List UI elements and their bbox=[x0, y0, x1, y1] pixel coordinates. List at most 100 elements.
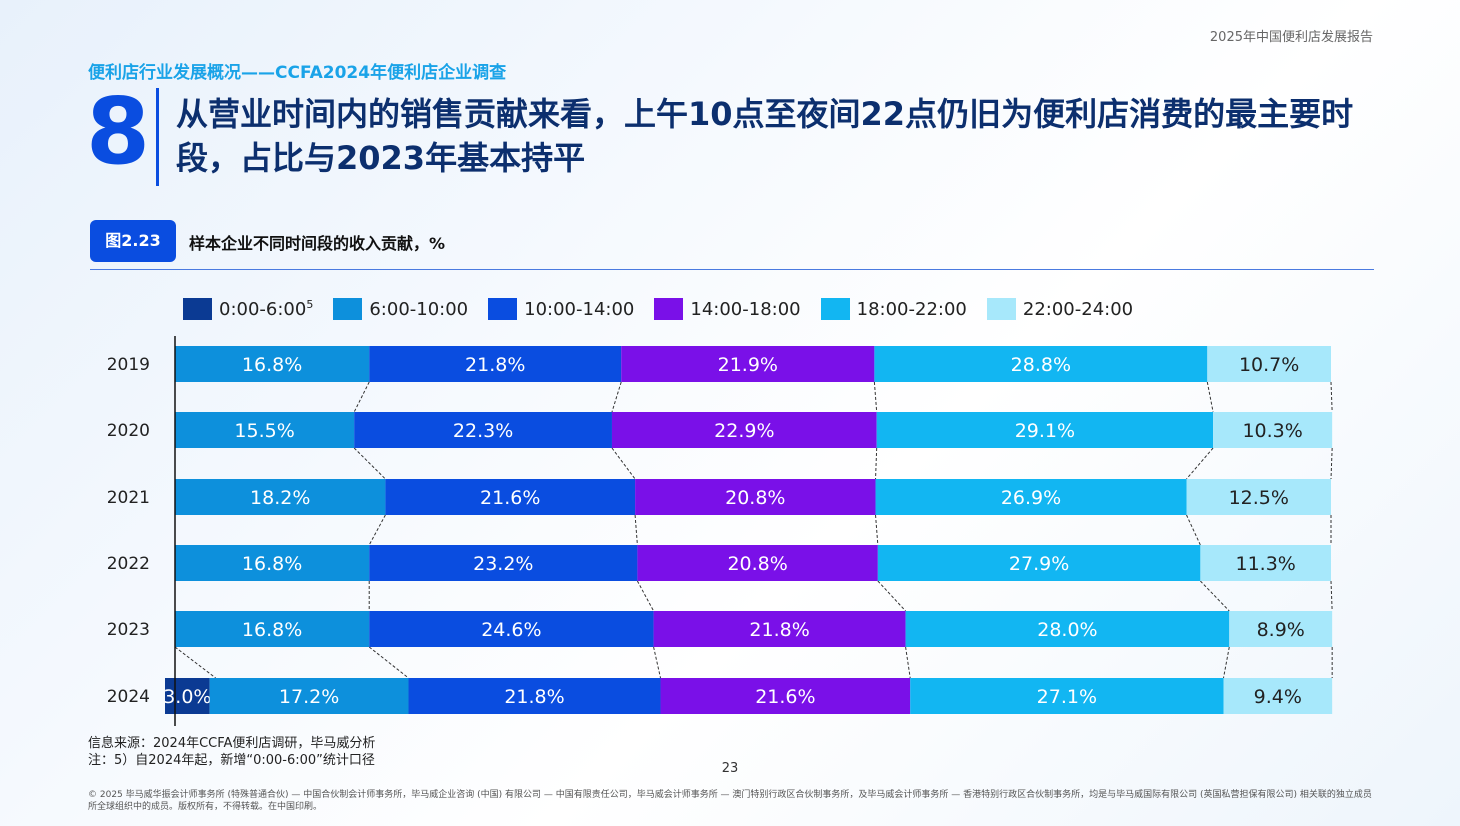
connector-line bbox=[875, 447, 878, 480]
bar-segment bbox=[175, 479, 386, 515]
data-label: 10.3% bbox=[1242, 420, 1302, 442]
bar-segment bbox=[1200, 545, 1331, 581]
data-label: 21.8% bbox=[504, 686, 564, 708]
data-label: 26.9% bbox=[1001, 487, 1061, 509]
data-label: 21.8% bbox=[465, 354, 525, 376]
data-label: 28.8% bbox=[1011, 354, 1071, 376]
data-label: 22.9% bbox=[714, 420, 774, 442]
bar-segment bbox=[354, 412, 612, 448]
connector-line bbox=[634, 514, 638, 546]
connector-line bbox=[905, 646, 911, 679]
bar-segment bbox=[1207, 346, 1331, 382]
bar-segment bbox=[369, 611, 654, 647]
data-label: 15.5% bbox=[234, 420, 294, 442]
legend-label: 18:00-22:00 bbox=[856, 298, 967, 320]
category-label: 2024 bbox=[107, 687, 150, 707]
bar-segment bbox=[635, 479, 876, 515]
data-label: 16.8% bbox=[242, 553, 302, 575]
page-title: 从营业时间内的销售贡献来看，上午10点至夜间22点仍旧为便利店消费的最主要时段，… bbox=[176, 95, 1354, 177]
bar-segment bbox=[1229, 611, 1333, 647]
source-text: 信息来源：2024年CCFA便利店调研，毕马威分析 bbox=[88, 736, 376, 751]
legend-swatch bbox=[488, 298, 518, 320]
data-label: 10.7% bbox=[1239, 354, 1299, 376]
bar-segment bbox=[209, 678, 409, 714]
legend-swatch bbox=[333, 298, 363, 320]
bar-segment bbox=[408, 678, 661, 714]
legend-label: 10:00-14:00 bbox=[524, 298, 635, 320]
connector-line bbox=[611, 447, 636, 480]
bar-segment bbox=[621, 346, 875, 382]
legend-label: 22:00-24:00 bbox=[1022, 298, 1134, 320]
connector-line bbox=[1186, 514, 1201, 546]
connector-line bbox=[368, 646, 409, 679]
category-label: 2023 bbox=[107, 620, 150, 640]
data-label: 21.9% bbox=[718, 354, 778, 376]
data-label: 27.1% bbox=[1037, 686, 1097, 708]
bar-segment bbox=[369, 346, 622, 382]
legend-swatch bbox=[986, 298, 1016, 320]
bar-segment bbox=[660, 678, 911, 714]
connector-line bbox=[611, 381, 622, 413]
bar-segment bbox=[175, 545, 370, 581]
source-note: 信息来源：2024年CCFA便利店调研，毕马威分析 注：5）自2024年起，新增… bbox=[88, 735, 375, 769]
bar-segment bbox=[385, 479, 636, 515]
legend-superscript: 5 bbox=[306, 298, 314, 311]
bar-segment bbox=[875, 479, 1187, 515]
bar-segment bbox=[874, 346, 1208, 382]
legend-swatch bbox=[820, 298, 850, 320]
data-label: 16.8% bbox=[242, 354, 302, 376]
data-label: 11.3% bbox=[1236, 553, 1296, 575]
connector-line bbox=[636, 580, 655, 612]
connector-line bbox=[1330, 447, 1333, 480]
title-accent-bar bbox=[156, 88, 159, 186]
legend-label: 14:00-18:00 bbox=[690, 298, 801, 320]
bar-segment bbox=[175, 412, 355, 448]
bar-segment bbox=[1213, 412, 1333, 448]
data-label: 29.1% bbox=[1015, 420, 1075, 442]
data-label: 18.2% bbox=[250, 487, 310, 509]
figure-badge: 图2.23 bbox=[90, 220, 176, 262]
figure-title: 样本企业不同时间段的收入贡献，% bbox=[189, 234, 446, 253]
legend-item: 10:00-14:00 bbox=[488, 298, 634, 320]
category-label: 2022 bbox=[107, 554, 150, 574]
data-label: 20.8% bbox=[725, 487, 785, 509]
bar-segment bbox=[905, 611, 1230, 647]
data-label: 28.0% bbox=[1037, 619, 1097, 641]
legend-label: 6:00-10:00 bbox=[369, 298, 469, 320]
legend-item: 18:00-22:00 bbox=[820, 298, 967, 320]
data-label: 23.2% bbox=[473, 553, 533, 575]
legend-item: 22:00-24:00 bbox=[986, 298, 1134, 320]
data-label: 8.9% bbox=[1257, 619, 1305, 641]
report-name: 2025年中国便利店发展报告 bbox=[1209, 30, 1373, 45]
legend-label: 0:00-6:005 bbox=[219, 298, 314, 320]
data-label: 17.2% bbox=[279, 686, 339, 708]
page-number: 23 bbox=[721, 761, 739, 776]
data-label: 9.4% bbox=[1254, 686, 1302, 708]
connector-line bbox=[653, 646, 662, 679]
data-label: 12.5% bbox=[1229, 487, 1289, 509]
legend-swatch bbox=[654, 298, 684, 320]
data-label: 27.9% bbox=[1009, 553, 1069, 575]
connector-line bbox=[174, 646, 216, 679]
connector-line bbox=[1186, 447, 1214, 480]
connector-line bbox=[1330, 381, 1333, 413]
legend-item: 0:00-6:005 bbox=[183, 298, 313, 320]
connector-line bbox=[1200, 580, 1230, 612]
category-label: 2019 bbox=[107, 355, 150, 375]
data-label: 21.6% bbox=[480, 487, 540, 509]
connector-line bbox=[875, 514, 879, 546]
bar-segment bbox=[877, 545, 1201, 581]
bar-segment bbox=[369, 545, 638, 581]
connector-line bbox=[368, 514, 386, 546]
data-label: 22.3% bbox=[453, 420, 513, 442]
bar-segment bbox=[175, 611, 370, 647]
copyright-text: © 2025 毕马威华振会计师事务所 (特殊普通合伙) — 中国合伙制会计师事务… bbox=[88, 790, 1372, 812]
bar-segment bbox=[637, 545, 878, 581]
legend-swatch bbox=[183, 298, 212, 320]
slide-number: 8 bbox=[86, 78, 151, 185]
section-label: 便利店行业发展概况——CCFA2024年便利店企业调查 bbox=[88, 63, 507, 83]
bar-segment bbox=[175, 346, 370, 382]
connector-line bbox=[1223, 646, 1230, 679]
data-label: 3.0% bbox=[163, 686, 211, 708]
